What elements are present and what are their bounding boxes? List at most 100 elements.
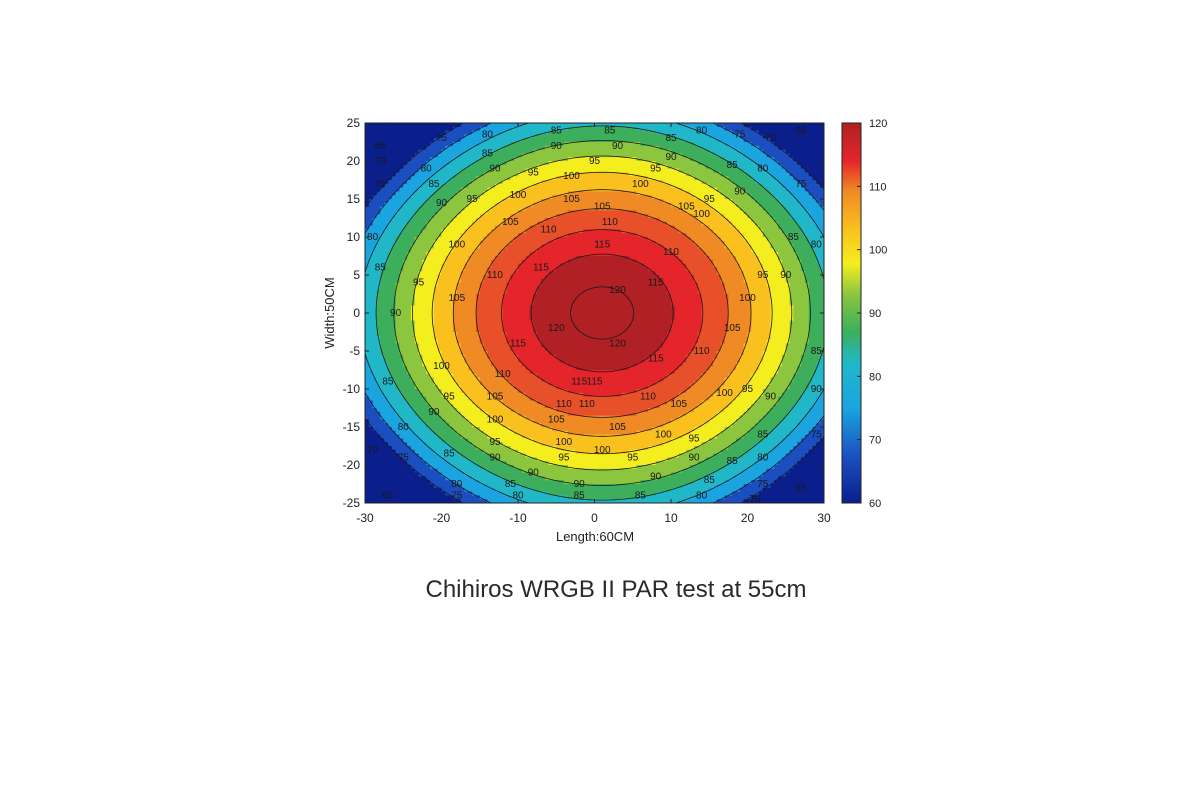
contour-cell [376, 134, 381, 139]
contour-cell [674, 123, 680, 128]
contour-cell [625, 229, 630, 234]
contour-cell [514, 187, 519, 192]
contour-cell [713, 267, 718, 272]
contour-cell [414, 229, 420, 234]
contour-cell [739, 214, 745, 219]
contour-cell [372, 153, 378, 158]
contour-cell [399, 252, 404, 257]
contour-cell [778, 252, 783, 257]
contour-cell [781, 240, 787, 246]
contour-cell [395, 237, 401, 242]
contour-cell [602, 214, 607, 219]
contour-cell [701, 237, 707, 242]
contour-cell [774, 195, 779, 200]
contour-cell [583, 138, 588, 143]
contour-cell [770, 206, 775, 211]
contour-cell [456, 126, 462, 132]
contour-cell [755, 202, 760, 208]
contour-cell [785, 225, 791, 230]
contour-cell [724, 134, 729, 139]
contour-cell [537, 157, 542, 162]
contour-cell [506, 153, 511, 158]
contour-cell [387, 206, 393, 211]
contour-cell [407, 180, 412, 185]
contour-cell [755, 259, 760, 265]
contour-cell [736, 130, 741, 135]
contour-cell [475, 168, 481, 173]
contour-cell [422, 271, 427, 276]
contour-cell [533, 187, 538, 192]
contour-cell [410, 233, 416, 238]
contour-cell [563, 256, 569, 261]
contour-cell [690, 172, 695, 177]
contour-cell [651, 149, 657, 154]
contour-cell [391, 229, 397, 234]
contour-cell [785, 134, 791, 139]
contour-cell [797, 240, 802, 246]
contour-cell [602, 259, 607, 265]
contour-cell [609, 248, 615, 253]
contour-cell [628, 126, 634, 132]
contour-cell [571, 130, 576, 135]
contour-cell [365, 130, 370, 135]
contour-cell [571, 168, 576, 173]
contour-cell [594, 271, 599, 276]
contour-cell [407, 138, 412, 143]
contour-cell [720, 210, 726, 215]
contour-cell [755, 267, 760, 272]
contour-cell [552, 149, 557, 154]
contour-cell [812, 206, 817, 211]
contour-cell [583, 275, 588, 280]
contour-cell [514, 221, 519, 227]
contour-cell [464, 206, 469, 211]
contour-cell [430, 195, 435, 200]
contour-cell [529, 225, 534, 230]
contour-cell [410, 187, 416, 192]
contour-cell [403, 210, 408, 215]
contour-cell [636, 225, 641, 230]
contour-cell [755, 229, 760, 234]
contour-cell [437, 248, 443, 253]
contour-cell [816, 263, 821, 268]
contour-cell [529, 176, 534, 181]
contour-cell [690, 263, 695, 268]
contour-cell [483, 252, 488, 257]
contour-cell [563, 199, 569, 204]
contour-cell [567, 130, 573, 135]
contour-cell [720, 248, 726, 253]
contour-cell [732, 199, 737, 204]
contour-cell [709, 229, 714, 234]
contour-cell [540, 271, 546, 276]
contour-cell [797, 202, 802, 208]
contour-cell [693, 202, 699, 208]
contour-cell [781, 210, 787, 215]
contour-cell [407, 153, 412, 158]
contour-cell [407, 161, 412, 166]
contour-cell [736, 271, 741, 276]
contour-cell [720, 275, 726, 280]
contour-cell [743, 130, 749, 135]
contour-cell [548, 183, 554, 189]
contour-cell [705, 199, 710, 204]
contour-cell [640, 218, 645, 223]
contour-cell [491, 267, 496, 272]
contour-cell [682, 164, 687, 170]
contour-cell [575, 210, 580, 215]
contour-cell [609, 157, 615, 162]
contour-cell [743, 248, 749, 253]
contour-cell [567, 240, 573, 246]
contour-cell [491, 248, 496, 253]
contour-cell [586, 199, 592, 204]
contour-cell [380, 240, 385, 246]
contour-cell [690, 271, 695, 276]
contour-cell [758, 138, 764, 143]
contour-cell [655, 202, 661, 208]
contour-cell [816, 161, 821, 166]
contour-cell [384, 233, 389, 238]
contour-cell [387, 134, 393, 139]
contour-cell [399, 168, 404, 173]
contour-cell [571, 145, 576, 151]
contour-cell [736, 240, 741, 246]
contour-cell [395, 176, 401, 181]
contour-cell [808, 172, 814, 177]
